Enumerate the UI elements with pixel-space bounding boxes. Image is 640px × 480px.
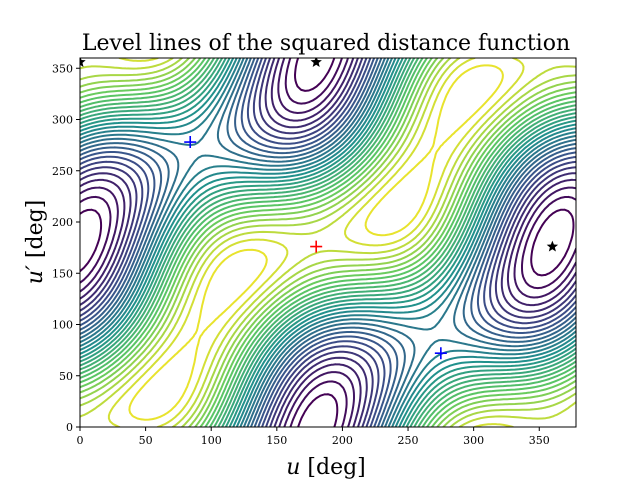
contour-level — [80, 58, 576, 427]
contour-level — [80, 58, 576, 427]
contour-lines — [80, 58, 576, 427]
x-tick-label: 50 — [139, 434, 153, 447]
x-tick-label: 150 — [266, 434, 287, 447]
contour-level — [80, 58, 576, 427]
plot-frame — [79, 57, 577, 428]
y-tick-label: 200 — [52, 216, 73, 229]
saddle-marker — [434, 347, 447, 360]
minimum-marker — [310, 240, 323, 253]
y-axis-variable: u′ — [23, 265, 48, 284]
x-tick-label: 200 — [332, 434, 353, 447]
x-tick-label: 100 — [201, 434, 222, 447]
y-axis-ticks: 0 50 100 150 200 250 300 350 — [52, 62, 80, 434]
contour-level — [80, 58, 576, 427]
x-tick-label: 250 — [398, 434, 419, 447]
maximum-marker — [80, 58, 86, 67]
contour-level — [80, 58, 576, 427]
contour-level — [80, 58, 576, 427]
maximum-marker — [310, 58, 322, 67]
maximum-marker — [546, 240, 559, 252]
critical-point-markers — [80, 58, 559, 360]
x-tick-label: 300 — [463, 434, 484, 447]
contour-level — [107, 58, 525, 427]
contour-level — [80, 58, 576, 427]
contour-level — [128, 64, 504, 421]
y-tick-label: 0 — [66, 421, 73, 434]
contour-level — [80, 58, 576, 427]
contour-level — [80, 58, 575, 427]
contour-level — [80, 58, 576, 427]
y-axis-unit: [deg] — [23, 200, 48, 265]
y-tick-label: 100 — [52, 319, 73, 332]
contour-level — [80, 58, 576, 427]
x-axis-label: u [deg] — [286, 455, 366, 480]
contour-level — [80, 58, 576, 427]
contour-level — [80, 58, 576, 427]
contour-level — [80, 58, 576, 427]
chart-title: Level lines of the squared distance func… — [82, 31, 570, 56]
contour-level — [80, 58, 576, 427]
contour-level — [80, 58, 576, 427]
y-axis-label: u′ [deg] — [23, 200, 48, 285]
contour-level — [80, 58, 576, 427]
contour-level — [80, 58, 576, 427]
saddle-marker — [184, 136, 197, 149]
y-tick-label: 350 — [52, 62, 73, 75]
contour-level — [80, 58, 576, 427]
y-tick-label: 150 — [52, 267, 73, 280]
y-tick-label: 300 — [52, 114, 73, 127]
contour-level — [80, 58, 576, 427]
contour-level — [80, 58, 576, 427]
contour-level — [80, 58, 576, 427]
y-tick-label: 250 — [52, 165, 73, 178]
y-tick-label: 50 — [59, 370, 73, 383]
contour-level — [80, 58, 576, 427]
x-axis-unit: [deg] — [300, 455, 365, 480]
contour-level — [80, 58, 576, 427]
x-tick-label: 0 — [77, 434, 84, 447]
x-tick-label: 350 — [529, 434, 550, 447]
x-axis-ticks: 0 50 100 150 200 250 300 350 — [77, 427, 550, 447]
x-axis-variable: u — [286, 455, 300, 480]
